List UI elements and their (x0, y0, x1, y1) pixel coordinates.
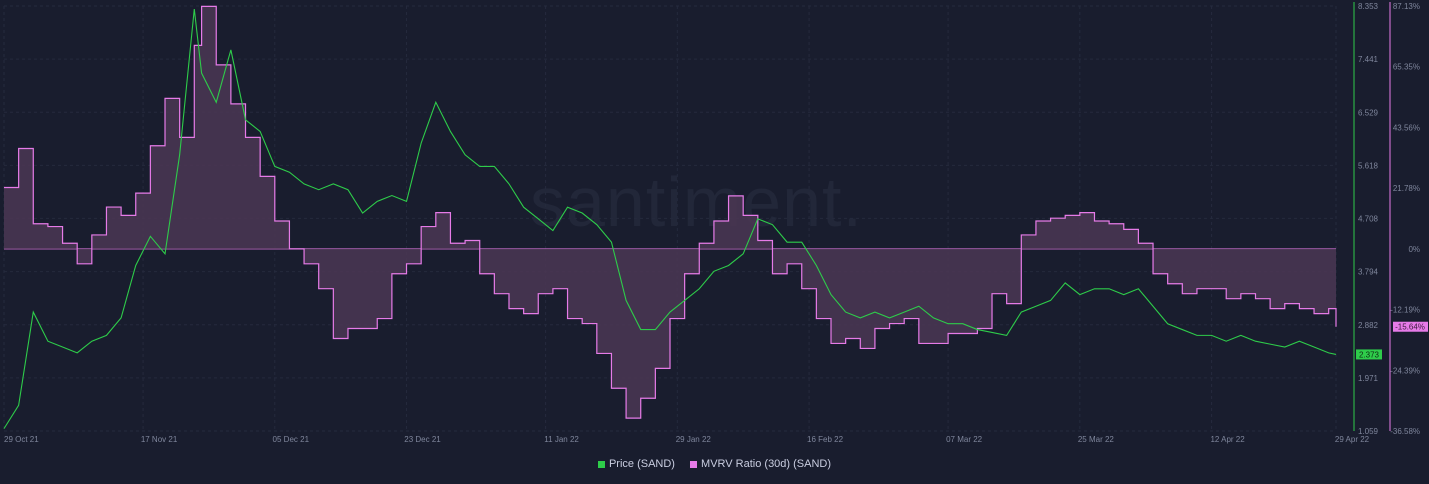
legend-label-mvrv: MVRV Ratio (30d) (SAND) (701, 458, 832, 470)
price-axis-ticks: 8.353 7.441 6.529 5.618 4.708 3.794 2.882 1.971… (1358, 2, 1379, 436)
x-tick-label: 11 Jan 22 (544, 435, 579, 444)
x-tick-label: 25 Mar 22 (1078, 435, 1115, 444)
mvrv-tick-label: -12.19% (1390, 306, 1420, 315)
legend-item-price[interactable]: Price (SAND) (597, 458, 675, 470)
santiment-watermark: santiment. (530, 163, 863, 241)
mvrv-area-fill (4, 6, 1336, 419)
price-tick-label: 5.618 (1358, 161, 1379, 170)
legend-label-price: Price (SAND) (608, 458, 675, 470)
x-tick-label: 05 Dec 21 (273, 435, 310, 444)
mvrv-axis-ticks: 87.13% 65.35% 43.56% 21.78% 0% -12.19% -24.39%… (1390, 2, 1420, 436)
legend: Price (SAND) MVRV Ratio (30d) (SAND) (0, 458, 1429, 471)
mvrv-badge-label: -15.64% (1395, 323, 1425, 332)
price-badge-bg (1356, 349, 1382, 360)
x-tick-label: 29 Jan 22 (676, 435, 712, 444)
x-tick-label: 29 Oct 21 (4, 435, 39, 444)
price-tick-label: 2.882 (1358, 321, 1379, 330)
price-tick-label: 4.708 (1358, 214, 1379, 223)
x-tick-label: 23 Dec 21 (404, 435, 441, 444)
x-tick-label: 17 Nov 21 (141, 435, 178, 444)
legend-item-mvrv[interactable]: MVRV Ratio (30d) (SAND) (690, 458, 831, 470)
mvrv-tick-label: 43.56% (1393, 123, 1420, 132)
price-current-badge: 2.373 (1356, 349, 1382, 360)
legend-swatch-mvrv (690, 460, 698, 468)
mvrv-tick-label: -36.58% (1390, 427, 1420, 436)
legend-swatch-price (597, 460, 605, 468)
x-axis-ticks: 29 Oct 21 17 Nov 21 05 Dec 21 23 Dec 21 11 J… (4, 435, 1370, 444)
mvrv-current-badge: -15.64% (1393, 321, 1428, 332)
x-tick-label: 12 Apr 22 (1210, 435, 1245, 444)
mvrv-tick-label: 87.13% (1393, 2, 1420, 11)
mvrv-badge-bg (1393, 321, 1428, 332)
price-tick-label: 1.971 (1358, 374, 1379, 383)
price-tick-label: 7.441 (1358, 55, 1379, 64)
price-tick-label: 1.059 (1358, 427, 1379, 436)
price-badge-label: 2.373 (1359, 350, 1380, 359)
mvrv-series-line (4, 5, 1337, 419)
x-tick-label: 16 Feb 22 (807, 435, 844, 444)
price-series-line (3, 9, 1337, 429)
mvrv-tick-label: 0% (1408, 245, 1420, 254)
mvrv-tick-label: 65.35% (1393, 63, 1420, 72)
x-tick-label: 29 Apr 22 (1335, 435, 1370, 444)
price-tick-label: 6.529 (1358, 108, 1379, 117)
price-tick-label: 8.353 (1358, 2, 1379, 11)
x-tick-label: 07 Mar 22 (946, 435, 983, 444)
mvrv-tick-label: -24.39% (1390, 366, 1420, 375)
mvrv-tick-label: 21.78% (1393, 184, 1420, 193)
price-tick-label: 3.794 (1358, 268, 1379, 277)
